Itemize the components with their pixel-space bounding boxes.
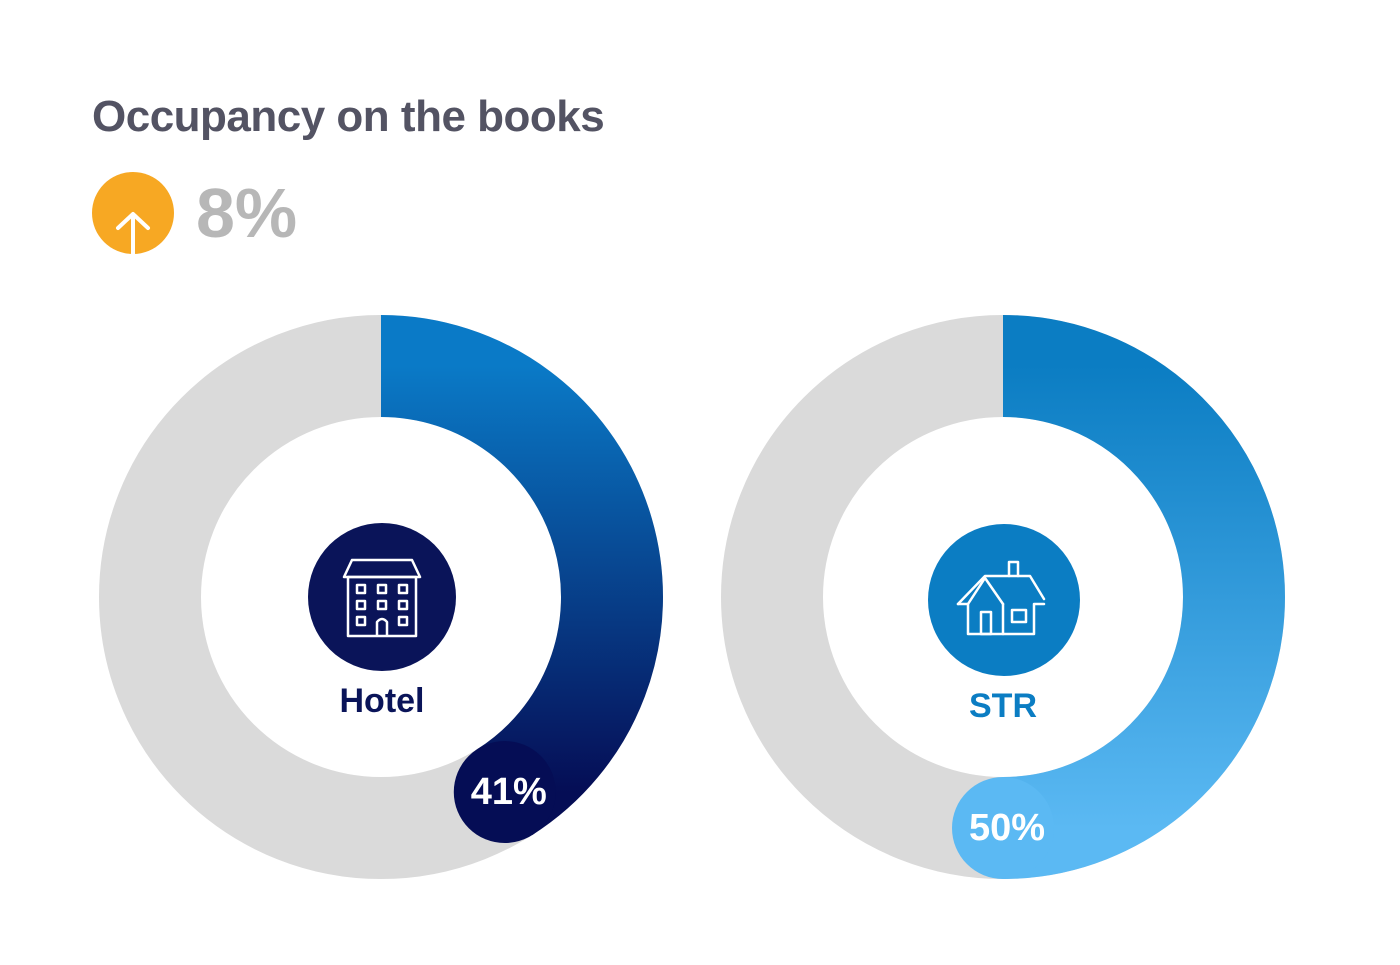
hotel-building-icon (308, 523, 456, 671)
str-value-label: 50% (969, 807, 1045, 849)
hotel-donut-arc (380, 315, 663, 836)
page-title: Occupancy on the books (92, 92, 605, 141)
house-icon (928, 524, 1080, 676)
str-donut: 50% STR (721, 315, 1285, 879)
hotel-category-label: Hotel (340, 682, 425, 720)
arrow-up-icon (92, 172, 174, 254)
str-category-label: STR (969, 687, 1037, 725)
str-donut-arc (1002, 315, 1285, 879)
change-value: 8% (196, 174, 298, 252)
hotel-value-label: 41% (471, 771, 547, 813)
str-value-badge (952, 777, 1054, 879)
hotel-value-badge (453, 741, 556, 844)
hotel-donut: 41% Hotel (99, 315, 663, 879)
occupancy-change: 8% (92, 172, 297, 254)
